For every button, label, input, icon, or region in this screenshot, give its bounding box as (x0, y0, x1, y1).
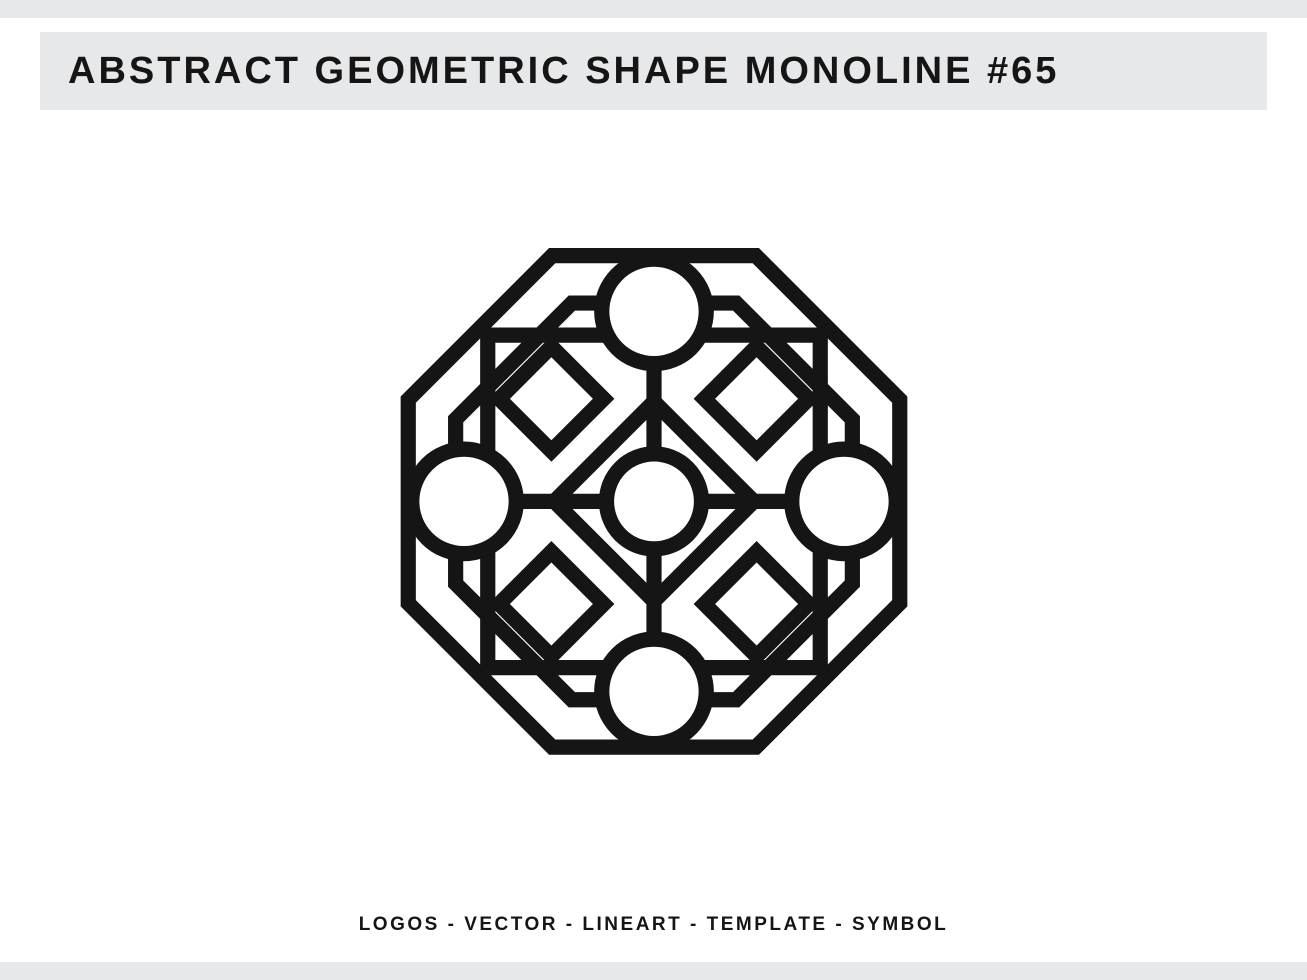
monoline-shape-icon (369, 216, 939, 786)
page: ABSTRACT GEOMETRIC SHAPE MONOLINE #65 LO… (0, 0, 1307, 980)
footer-tagline: LOGOS - VECTOR - LINEART - TEMPLATE - SY… (0, 914, 1307, 936)
bottom-bar (0, 962, 1307, 980)
title-box: ABSTRACT GEOMETRIC SHAPE MONOLINE #65 (40, 32, 1267, 110)
footer-text: LOGOS - VECTOR - LINEART - TEMPLATE - SY… (359, 914, 949, 935)
page-title: ABSTRACT GEOMETRIC SHAPE MONOLINE #65 (68, 50, 1059, 93)
artwork-container (369, 216, 939, 786)
top-bar (0, 0, 1307, 18)
